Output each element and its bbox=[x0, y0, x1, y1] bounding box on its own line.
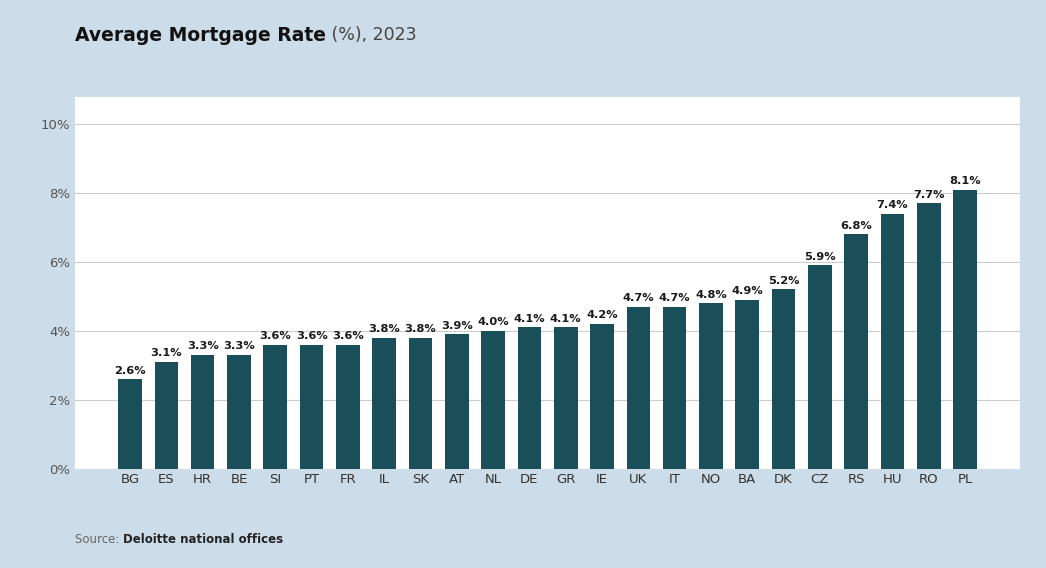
Text: 3.9%: 3.9% bbox=[441, 321, 473, 331]
Text: 4.7%: 4.7% bbox=[622, 293, 654, 303]
Bar bbox=[809, 265, 832, 469]
Text: Deloitte national offices: Deloitte national offices bbox=[123, 533, 283, 546]
Bar bbox=[372, 338, 396, 469]
Text: 3.3%: 3.3% bbox=[187, 341, 219, 352]
Text: 3.8%: 3.8% bbox=[368, 324, 400, 334]
Text: 7.7%: 7.7% bbox=[913, 190, 945, 200]
Bar bbox=[554, 327, 577, 469]
Text: 3.1%: 3.1% bbox=[151, 348, 182, 358]
Text: 3.6%: 3.6% bbox=[332, 331, 364, 341]
Text: 7.4%: 7.4% bbox=[877, 201, 908, 210]
Text: 5.2%: 5.2% bbox=[768, 276, 799, 286]
Text: 3.8%: 3.8% bbox=[405, 324, 436, 334]
Text: 4.9%: 4.9% bbox=[731, 286, 764, 296]
Text: 4.0%: 4.0% bbox=[477, 318, 509, 327]
Text: 3.3%: 3.3% bbox=[223, 341, 255, 352]
Bar bbox=[627, 307, 651, 469]
Bar bbox=[445, 334, 469, 469]
Bar bbox=[227, 355, 251, 469]
Bar bbox=[953, 190, 977, 469]
Bar bbox=[481, 331, 505, 469]
Text: (%), 2023: (%), 2023 bbox=[326, 26, 417, 44]
Bar bbox=[590, 324, 614, 469]
Bar bbox=[300, 345, 323, 469]
Text: 4.8%: 4.8% bbox=[696, 290, 727, 300]
Bar bbox=[663, 307, 686, 469]
Text: 3.6%: 3.6% bbox=[296, 331, 327, 341]
Text: 8.1%: 8.1% bbox=[950, 176, 981, 186]
Bar bbox=[844, 235, 868, 469]
Text: 4.1%: 4.1% bbox=[514, 314, 545, 324]
Bar bbox=[190, 355, 214, 469]
Text: 5.9%: 5.9% bbox=[804, 252, 836, 262]
Bar bbox=[118, 379, 142, 469]
Bar bbox=[881, 214, 905, 469]
Text: 6.8%: 6.8% bbox=[840, 221, 872, 231]
Bar bbox=[735, 300, 759, 469]
Bar bbox=[917, 203, 940, 469]
Bar bbox=[518, 327, 541, 469]
Text: Source:: Source: bbox=[75, 533, 123, 546]
Text: 4.7%: 4.7% bbox=[659, 293, 690, 303]
Bar bbox=[336, 345, 360, 469]
Bar bbox=[409, 338, 432, 469]
Bar bbox=[264, 345, 287, 469]
Text: 4.2%: 4.2% bbox=[586, 311, 618, 320]
Text: Source:: Source: bbox=[75, 533, 123, 546]
Bar bbox=[155, 362, 178, 469]
Text: 3.6%: 3.6% bbox=[259, 331, 291, 341]
Text: 4.1%: 4.1% bbox=[550, 314, 582, 324]
Bar bbox=[772, 290, 795, 469]
Text: 2.6%: 2.6% bbox=[114, 366, 145, 375]
Text: Average Mortgage Rate: Average Mortgage Rate bbox=[75, 26, 326, 44]
Bar bbox=[699, 303, 723, 469]
